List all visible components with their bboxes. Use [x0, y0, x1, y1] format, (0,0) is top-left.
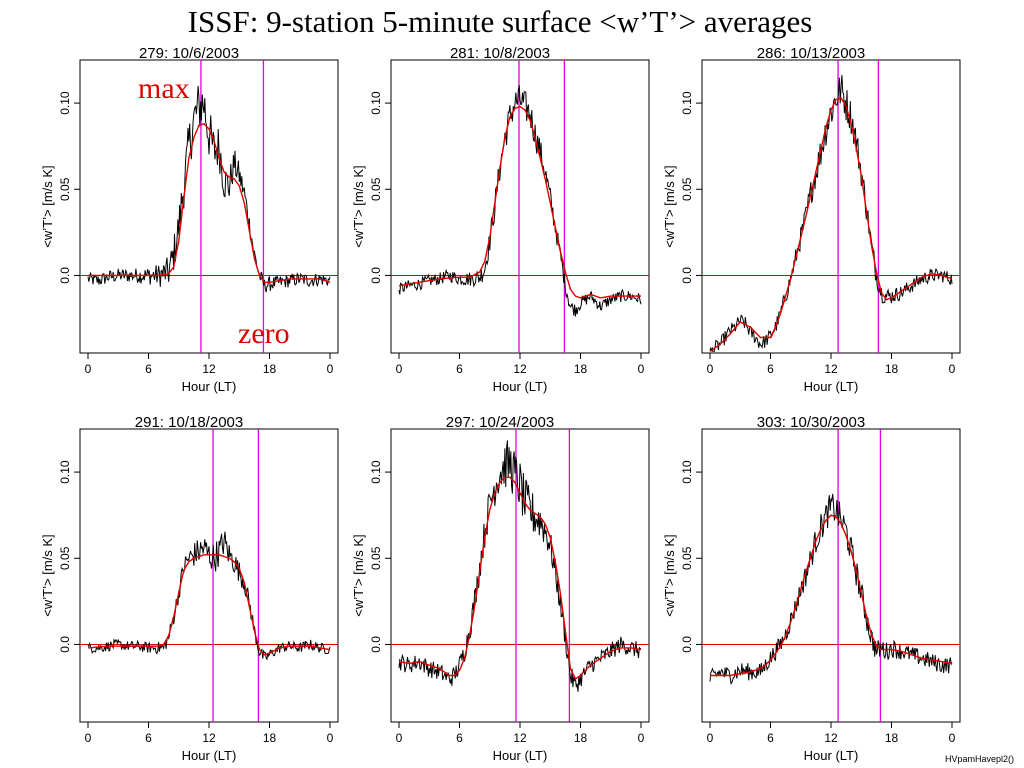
x-tick-label: 6	[145, 362, 152, 376]
plot-frame	[390, 59, 650, 354]
y-axis-label: <w’T’> [m/s K]	[40, 165, 55, 247]
x-tick-label: 18	[574, 731, 588, 745]
x-tick-label: 12	[513, 362, 527, 376]
y-axis-label: <w’T’> [m/s K]	[351, 165, 366, 247]
y-tick-label: 0.05	[58, 546, 72, 570]
y-tick-label: 0.10	[369, 91, 383, 115]
x-tick-label: 18	[263, 731, 277, 745]
x-tick-label: 0	[949, 731, 956, 745]
panel-title: 279: 10/6/2003	[139, 45, 239, 62]
x-tick-label: 0	[949, 362, 956, 376]
y-tick-label: 0.10	[58, 91, 72, 115]
x-tick-label: 0	[707, 362, 714, 376]
y-tick-label: 0.10	[680, 460, 694, 484]
data-series-line	[398, 85, 642, 317]
x-axis-label: Hour (LT)	[804, 379, 859, 394]
smoothed-fit-line	[710, 514, 953, 677]
y-tick-label: 0.05	[369, 546, 383, 570]
panel-title: 286: 10/13/2003	[757, 45, 865, 62]
data-series-line	[709, 493, 953, 685]
footer-tag: HVpamHavepl2()	[944, 754, 1014, 764]
panel-2: 281: 10/8/2003 0 6 12 18 0 Hour (LT) 0.0 0.05 0.1…	[351, 45, 650, 394]
x-tick-label: 0	[396, 362, 403, 376]
panel-title: 303: 10/30/2003	[757, 414, 865, 431]
data-series-line	[87, 85, 331, 293]
smoothed-fit-line	[88, 123, 331, 283]
y-tick-label: 0.05	[58, 177, 72, 201]
x-tick-label: 0	[85, 731, 92, 745]
smoothed-fit-line	[87, 554, 331, 656]
y-tick-label: 0.10	[680, 91, 694, 115]
plot-frame	[79, 428, 339, 723]
x-tick-label: 0	[327, 362, 334, 376]
plot-frame	[701, 428, 961, 723]
annotation-max: max	[138, 72, 190, 105]
x-tick-label: 0	[85, 362, 92, 376]
y-tick-label: 0.05	[680, 546, 694, 570]
x-axis-label: Hour (LT)	[493, 379, 548, 394]
plot-frame	[79, 59, 339, 354]
x-axis-label: Hour (LT)	[182, 748, 237, 763]
x-tick-label: 12	[824, 362, 838, 376]
smoothed-fit-line	[709, 97, 953, 352]
panel-5: 297: 10/24/2003 0 6 12 18 0 Hour (LT) 0.0 0.05 0.…	[351, 414, 650, 763]
x-tick-label: 12	[824, 731, 838, 745]
x-tick-label: 12	[202, 362, 216, 376]
y-tick-label: 0.0	[680, 636, 694, 653]
y-tick-label: 0.0	[58, 636, 72, 653]
y-axis-label: <w’T’> [m/s K]	[662, 534, 677, 616]
x-tick-label: 18	[885, 731, 899, 745]
x-tick-label: 6	[767, 362, 774, 376]
x-tick-label: 18	[574, 362, 588, 376]
data-series-line	[87, 531, 331, 661]
panel-3: 286: 10/13/2003 0 6 12 18 0 Hour (LT) 0.0 0.05 0.…	[662, 45, 961, 394]
x-tick-label: 0	[707, 731, 714, 745]
panel-1: 279: 10/6/2003 0 6 12 18 0 Hour (LT) 0.0 0.05 0.1…	[40, 45, 339, 394]
y-axis-label: <w’T’> [m/s K]	[40, 534, 55, 616]
x-tick-label: 12	[202, 731, 216, 745]
x-tick-label: 0	[638, 362, 645, 376]
data-series-line	[398, 440, 642, 692]
y-tick-label: 0.0	[680, 267, 694, 284]
panel-title: 297: 10/24/2003	[446, 414, 554, 431]
smoothed-fit-line	[398, 476, 642, 680]
x-tick-label: 6	[456, 731, 463, 745]
y-tick-label: 0.05	[369, 177, 383, 201]
plot-frame	[701, 59, 961, 354]
x-tick-label: 6	[456, 362, 463, 376]
y-tick-label: 0.0	[369, 636, 383, 653]
x-axis-label: Hour (LT)	[493, 748, 548, 763]
x-tick-label: 0	[396, 731, 403, 745]
annotation-zero: zero	[238, 317, 290, 350]
x-tick-label: 6	[767, 731, 774, 745]
y-tick-label: 0.10	[58, 460, 72, 484]
figure-title: ISSF: 9-station 5-minute surface <w’T’> …	[187, 4, 813, 39]
x-tick-label: 0	[327, 731, 334, 745]
x-tick-label: 0	[638, 731, 645, 745]
y-axis-label: <w’T’> [m/s K]	[351, 534, 366, 616]
y-tick-label: 0.0	[369, 267, 383, 284]
x-tick-label: 18	[885, 362, 899, 376]
x-tick-label: 12	[513, 731, 527, 745]
panel-title: 291: 10/18/2003	[135, 414, 243, 431]
x-axis-label: Hour (LT)	[804, 748, 859, 763]
panel-title: 281: 10/8/2003	[450, 45, 550, 62]
x-tick-label: 6	[145, 731, 152, 745]
x-tick-label: 18	[263, 362, 277, 376]
x-axis-label: Hour (LT)	[182, 379, 237, 394]
panel-4: 291: 10/18/2003 0 6 12 18 0 Hour (LT) 0.0 0.05 0.…	[40, 414, 339, 763]
data-series-line	[709, 75, 953, 352]
y-tick-label: 0.0	[58, 267, 72, 284]
y-axis-label: <w’T’> [m/s K]	[662, 165, 677, 247]
panel-6: 303: 10/30/2003 0 6 12 18 0 Hour (LT) 0.0 0.05 0.…	[662, 414, 961, 763]
smoothed-fit-line	[398, 105, 641, 299]
y-tick-label: 0.05	[680, 177, 694, 201]
y-tick-label: 0.10	[369, 460, 383, 484]
